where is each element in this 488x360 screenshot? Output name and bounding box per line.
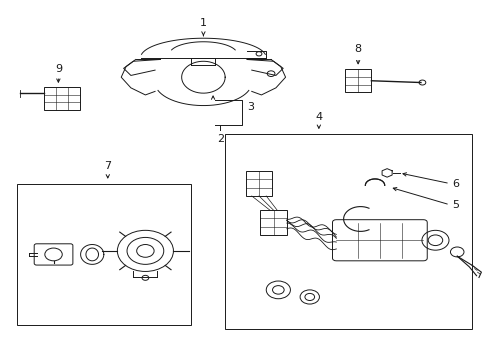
Bar xyxy=(44,87,80,110)
Text: 3: 3 xyxy=(246,102,253,112)
Bar xyxy=(344,69,371,92)
Text: 4: 4 xyxy=(315,112,322,122)
Bar xyxy=(17,184,191,325)
Bar xyxy=(224,134,471,329)
Text: 5: 5 xyxy=(451,200,458,210)
Text: 2: 2 xyxy=(216,134,224,144)
Text: 1: 1 xyxy=(200,18,206,28)
Text: 7: 7 xyxy=(104,161,111,171)
Text: 6: 6 xyxy=(451,179,458,189)
Text: 8: 8 xyxy=(354,44,361,54)
Bar xyxy=(245,171,272,196)
Text: 9: 9 xyxy=(55,64,62,74)
Bar xyxy=(260,210,286,235)
